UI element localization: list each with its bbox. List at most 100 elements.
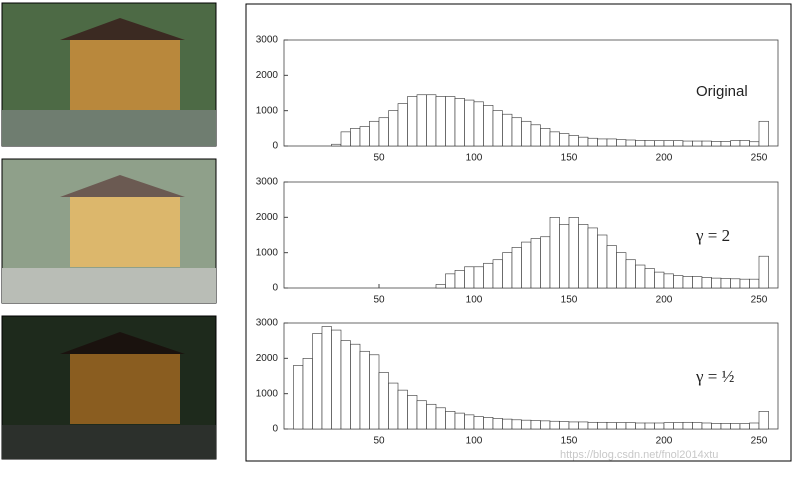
x-tick-label: 150	[561, 436, 578, 447]
histogram-bar	[739, 423, 750, 430]
y-tick-label: 3000	[256, 35, 279, 46]
histogram-bar	[559, 133, 570, 147]
x-tick-label: 250	[751, 436, 768, 447]
histogram-bar	[483, 262, 494, 289]
histogram-bar	[331, 329, 342, 430]
histogram-bar	[511, 117, 522, 147]
histogram-bar	[597, 421, 608, 430]
histogram-bar	[711, 423, 722, 430]
histogram-bar	[711, 277, 722, 289]
histogram-bar	[293, 365, 304, 430]
figure-frame	[245, 3, 792, 462]
y-tick-label: 2000	[256, 70, 279, 81]
histogram-bar	[644, 268, 655, 289]
y-tick-label: 3000	[256, 177, 279, 188]
histogram-bar	[635, 422, 646, 430]
histogram-bar	[559, 224, 570, 289]
histogram-bar	[587, 421, 598, 430]
histogram-bar	[378, 117, 389, 147]
histogram-bar	[720, 278, 731, 289]
histogram-bar	[654, 140, 665, 147]
histogram-bar	[701, 422, 712, 430]
histogram-bar	[549, 420, 560, 430]
histogram-bar	[426, 94, 437, 147]
histogram-bar	[540, 420, 551, 430]
histogram-bar	[521, 241, 532, 289]
histogram-bar	[483, 417, 494, 430]
histogram-bar	[635, 264, 646, 289]
x-tick-label: 250	[751, 295, 768, 306]
histogram-bar	[654, 271, 665, 289]
histogram-bar	[473, 416, 484, 430]
histogram-bar	[673, 275, 684, 289]
histogram-bar	[616, 252, 627, 289]
histogram-bar	[692, 276, 703, 289]
histogram-bar	[397, 103, 408, 147]
histogram-bar	[568, 135, 579, 147]
histogram-bar	[454, 412, 465, 430]
histogram-bar	[530, 124, 541, 147]
histogram-bar	[587, 227, 598, 289]
y-tick-label: 2000	[256, 353, 279, 364]
histogram-bar	[758, 411, 769, 430]
histogram-bar	[692, 140, 703, 147]
annotation: γ = 2	[695, 226, 730, 245]
histogram-bar	[331, 143, 342, 147]
histogram-bar	[663, 140, 674, 147]
histogram-bar	[340, 131, 351, 147]
histogram-bar	[758, 120, 769, 147]
histogram-bar	[625, 139, 636, 147]
histogram-bar	[416, 94, 427, 147]
y-tick-label: 1000	[256, 247, 279, 258]
histogram-bar	[340, 340, 351, 430]
y-tick-label: 0	[272, 283, 278, 294]
histogram-bar	[388, 110, 399, 147]
histogram-bar	[312, 333, 323, 430]
histogram-bar	[473, 266, 484, 289]
histogram-bar	[673, 140, 684, 147]
histogram-bar	[644, 140, 655, 147]
annotation: Original	[696, 83, 748, 100]
histogram-bar	[701, 277, 712, 289]
histogram-bar	[302, 358, 313, 430]
histogram-bar	[644, 422, 655, 430]
histogram-bar	[521, 419, 532, 430]
histogram-bar	[369, 120, 380, 147]
histogram-bar	[663, 273, 674, 289]
histogram-bar	[445, 96, 456, 147]
histogram-bar	[445, 411, 456, 430]
histogram-bar	[730, 423, 741, 430]
histogram-bar	[701, 140, 712, 147]
histogram-bar	[549, 217, 560, 289]
histogram-bar	[739, 278, 750, 289]
histogram-bar	[578, 136, 589, 147]
histogram-bar	[587, 137, 598, 147]
histogram-bar	[492, 259, 503, 289]
histogram-bar	[749, 141, 760, 147]
histogram-bar	[635, 140, 646, 147]
histogram-bar	[739, 140, 750, 147]
photos	[1, 2, 217, 460]
histogram-bar	[616, 139, 627, 147]
photo-original	[1, 2, 217, 147]
histogram-bar	[682, 421, 693, 430]
histogram-bar	[578, 421, 589, 430]
histogram-bar	[483, 105, 494, 147]
y-tick-label: 1000	[256, 388, 279, 399]
histogram-bar	[549, 131, 560, 147]
histogram-bar	[597, 138, 608, 147]
histogram-bar	[682, 276, 693, 289]
x-tick-label: 200	[656, 436, 673, 447]
histogram-bar	[350, 128, 361, 147]
histogram-bar	[435, 284, 446, 289]
histogram-bar	[369, 354, 380, 430]
x-tick-label: 50	[373, 153, 385, 164]
histogram-bar	[540, 236, 551, 289]
histogram-bar	[720, 141, 731, 147]
histogram-bar	[521, 120, 532, 147]
histogram-bar	[502, 113, 513, 147]
y-tick-label: 1000	[256, 105, 279, 116]
histogram-bar	[321, 326, 332, 430]
histogram-bar	[559, 421, 570, 430]
